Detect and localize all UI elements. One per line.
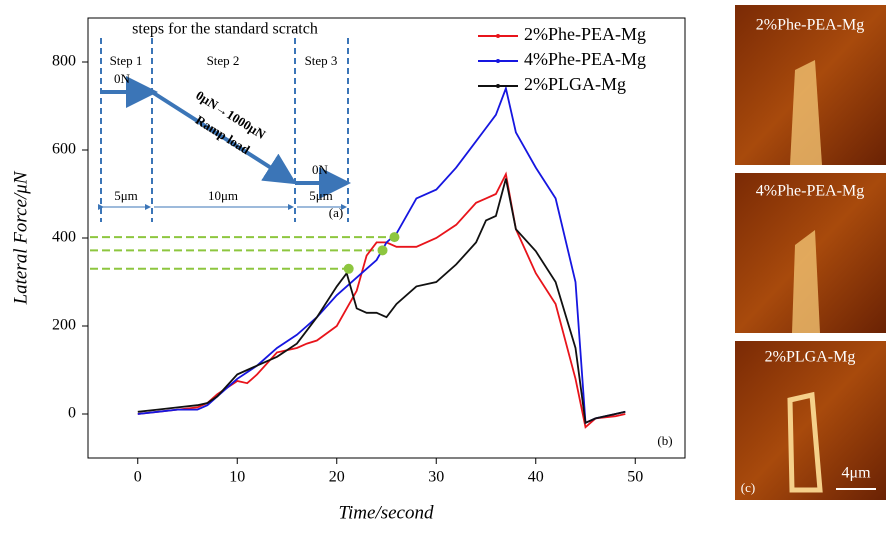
y-tick-label: 0: [68, 405, 76, 422]
series-line: [137, 171, 626, 429]
image-label: 2%Phe-PEA-Mg: [756, 17, 864, 34]
x-axis-label: Time/second: [339, 502, 434, 523]
y-tick-label: 600: [52, 141, 76, 158]
x-tick-label: 10: [229, 469, 245, 486]
critical-point: [343, 263, 354, 274]
y-axis-label: Lateral Force/μN: [10, 170, 31, 305]
image-label: 2%PLGA-Mg: [765, 349, 856, 366]
inset-diagram: [98, 38, 351, 222]
scale-bar-label: 4μm: [841, 465, 871, 482]
legend-marker: [496, 84, 500, 88]
legend-label: 2%PLGA-Mg: [524, 74, 626, 94]
image-panel-label: (c): [741, 480, 755, 495]
scratch: [787, 391, 823, 493]
step-label: Step 3: [305, 53, 338, 68]
inset-panel-label: (a): [329, 205, 343, 220]
step-label: Step 2: [207, 53, 240, 68]
legend-label: 4%Phe-PEA-Mg: [524, 49, 646, 69]
inset-title: steps for the standard scratch: [132, 21, 318, 38]
y-tick-label: 400: [52, 229, 76, 246]
x-tick-label: 30: [428, 469, 444, 486]
image-label: 4%Phe-PEA-Mg: [756, 183, 864, 200]
y-tick-label: 800: [52, 53, 76, 70]
length-label: 5μm: [114, 188, 138, 203]
scratch: [790, 60, 822, 165]
x-tick-label: 20: [329, 469, 345, 486]
legend-label: 2%Phe-PEA-Mg: [524, 24, 646, 44]
x-tick-label: 0: [134, 469, 142, 486]
series-line: [137, 178, 626, 425]
critical-point: [389, 232, 400, 243]
scratch: [792, 230, 820, 333]
legend-marker: [496, 34, 500, 38]
load-arrow: [150, 90, 297, 185]
step-label: Step 1: [110, 53, 143, 68]
x-tick-label: 50: [627, 469, 643, 486]
load-label: 0N: [312, 162, 329, 177]
afm-images: 2%Phe-PEA-Mg 4%Phe-PEA-Mg 2%PLGA-Mg (c) …: [735, 5, 886, 500]
length-label: 5μm: [309, 188, 333, 203]
x-tick-label: 40: [528, 469, 544, 486]
series-line: [137, 85, 626, 425]
y-tick-label: 200: [52, 317, 76, 334]
afm-image: [735, 341, 886, 500]
legend-marker: [496, 59, 500, 63]
critical-point: [377, 245, 388, 256]
panel-label: (b): [657, 433, 672, 448]
length-label: 10μm: [208, 188, 238, 203]
load-label: 0N: [114, 71, 131, 86]
